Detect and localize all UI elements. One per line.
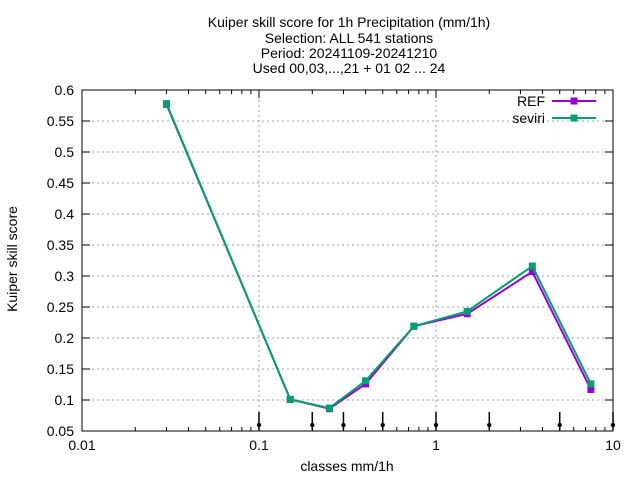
series-point-2 (362, 377, 370, 385)
x-axis-label: classes mm/1h (300, 458, 393, 474)
threshold-marker-dot (557, 422, 562, 428)
series-point-2 (410, 322, 418, 330)
legend-marker-1 (570, 97, 578, 105)
threshold-marker-dot (487, 422, 492, 428)
series-point-2 (587, 380, 595, 388)
threshold-marker-dot (380, 422, 385, 428)
threshold-marker-dot (256, 422, 262, 428)
series-point-2 (463, 307, 471, 315)
x-tick-label: 10 (605, 437, 621, 453)
axes: 0.05 0.1 0.15 0.2 0.25 0.3 0.35 0.4 0.45 0.5 0.55 0… (47, 82, 621, 453)
title-line-3: Period: 20241109-20241210 (261, 45, 438, 61)
y-tick-label: 0.25 (47, 299, 74, 315)
y-tick-label: 0.1 (55, 392, 75, 408)
title-line-1: Kuiper skill score for 1h Precipitation … (208, 14, 490, 30)
x-tick-label: 1 (432, 437, 440, 453)
series-point-2 (528, 262, 536, 270)
series-point-2 (325, 404, 333, 412)
y-tick-label: 0.05 (47, 423, 74, 439)
title-line-2: Selection: ALL 541 stations (265, 30, 433, 46)
legend-label-2: seviri (512, 110, 545, 126)
series-point-2 (286, 395, 294, 403)
y-tick-label: 0.35 (47, 237, 74, 253)
series-layer (162, 100, 595, 413)
y-axis-label: Kuiper skill score (4, 206, 20, 312)
threshold-markers (256, 412, 616, 430)
threshold-marker-dot (310, 422, 315, 428)
y-tick-label: 0.45 (47, 175, 74, 191)
y-tick-label: 0.55 (47, 113, 74, 129)
series-point-1 (587, 385, 595, 393)
chart-title: Kuiper skill score for 1h Precipitation … (208, 14, 490, 76)
threshold-marker-dot (433, 422, 439, 428)
legend-marker-2 (570, 114, 578, 122)
y-tick-label: 0.6 (55, 82, 75, 98)
legend-label-1: REF (517, 93, 545, 109)
series-point-2 (162, 100, 170, 108)
threshold-marker-dot (610, 422, 616, 428)
series-line-2 (165, 103, 592, 410)
title-line-4: Used 00,03,...,21 + 01 02 ... 24 (253, 60, 446, 76)
threshold-marker-dot (341, 422, 346, 428)
y-tick-label: 0.15 (47, 361, 74, 377)
y-tick-label: 0.5 (55, 144, 75, 160)
x-tick-label: 0.01 (68, 437, 95, 453)
grid (82, 90, 613, 431)
plot-frame (81, 89, 614, 432)
y-tick-label: 0.4 (55, 206, 75, 222)
y-tick-label: 0.3 (55, 268, 75, 284)
x-tick-label: 0.1 (249, 437, 269, 453)
series-point-1 (528, 268, 536, 276)
y-tick-label: 0.2 (55, 330, 75, 346)
